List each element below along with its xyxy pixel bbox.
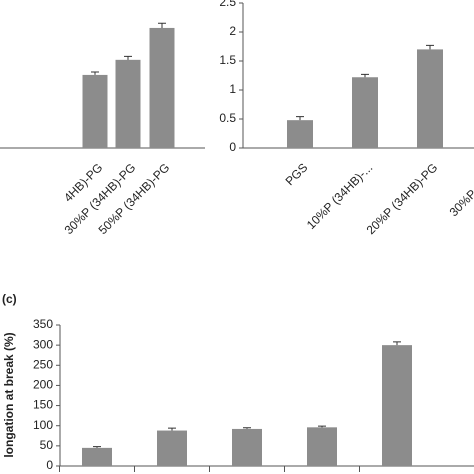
bar [417, 49, 443, 148]
y-tick-label: 1.5 [219, 53, 236, 67]
x-tick-label: PGS [283, 160, 311, 188]
y-tick-label: 0 [46, 458, 53, 472]
y-tick-label: 350 [33, 317, 53, 331]
error-bar [296, 116, 304, 121]
x-tick-label: 30%P (34HB [447, 160, 474, 219]
error-bar [243, 427, 251, 429]
y-tick-label: 0.5 [219, 111, 236, 125]
y-tick-label: 1 [229, 82, 236, 96]
x-tick-label: 10%P (34HB)-... [304, 160, 376, 232]
bar [307, 427, 337, 466]
y-tick-label: 50 [40, 438, 54, 452]
bar [157, 430, 187, 466]
error-bar [361, 73, 369, 78]
y-axis-label: longation at break (%) [2, 332, 16, 457]
y-tick-label: 0 [229, 140, 236, 154]
y-tick-label: 2.5 [219, 0, 236, 9]
bar [115, 59, 141, 149]
error-bar [168, 427, 176, 431]
y-tick-label: 2 [229, 24, 236, 38]
bar [149, 27, 175, 148]
bar [232, 428, 262, 466]
y-tick-label: 150 [33, 398, 53, 412]
y-tick-label: 250 [33, 357, 53, 371]
bar [287, 120, 313, 148]
bar [352, 77, 378, 148]
error-bar [318, 425, 326, 428]
error-bar [91, 71, 99, 75]
error-bar [426, 44, 434, 50]
y-tick-label: 200 [33, 378, 53, 392]
panel-label: (c) [2, 292, 17, 306]
y-tick-label: 100 [33, 418, 53, 432]
error-bar [158, 22, 166, 28]
bar [82, 74, 108, 148]
error-bar [124, 55, 132, 60]
bar [82, 447, 112, 466]
error-bar [93, 446, 101, 448]
bar [382, 345, 412, 466]
error-bar [393, 341, 401, 346]
y-tick-label: 300 [33, 337, 53, 351]
x-tick-label: 20%P (34HB)-PG [364, 160, 441, 237]
